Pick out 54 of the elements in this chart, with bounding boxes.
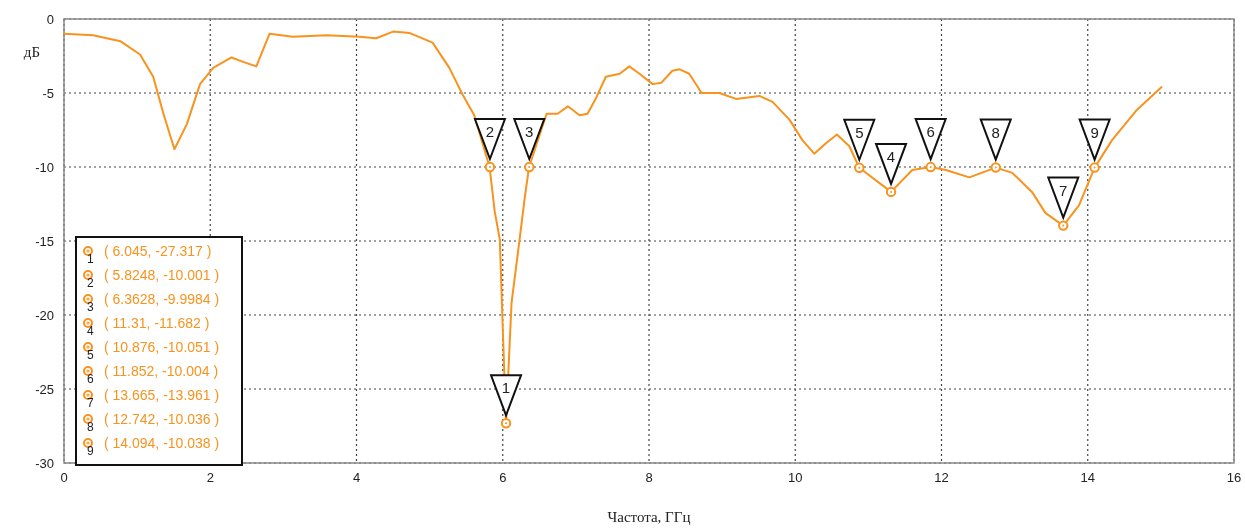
x-tick-label: 2: [206, 470, 214, 485]
x-tick-label: 4: [352, 470, 361, 485]
x-tick-label: 0: [60, 470, 68, 485]
annotation: 1: [501, 379, 511, 397]
annotation: 2: [485, 123, 495, 141]
point: [500, 418, 512, 429]
point: [1089, 162, 1100, 173]
text: 2: [87, 276, 94, 290]
point: [484, 161, 496, 173]
point: [885, 186, 897, 198]
text: 3: [87, 300, 94, 314]
text: 4: [87, 324, 94, 338]
x-tick-label: 8: [645, 470, 653, 485]
annotation: ( 5.8248, -10.001 ): [104, 267, 220, 283]
annotation: ( 11.852, -10.004 ): [104, 363, 219, 379]
annotation: ( 6.3628, -9.9984 ): [104, 291, 220, 307]
x-tick-label: 12: [934, 470, 949, 485]
text: 6: [87, 372, 94, 386]
x-tick-label: 10: [788, 470, 803, 485]
y-tick-label: -10: [35, 160, 54, 175]
annotation: ( 14.094, -10.038 ): [104, 435, 220, 451]
annotation: 3: [525, 122, 534, 140]
annotation: 4: [886, 147, 896, 165]
x-tick-label: 14: [1080, 470, 1095, 485]
y-tick-label: -15: [35, 234, 54, 249]
text: 9: [87, 444, 94, 458]
annotation: 9: [1090, 123, 1099, 141]
text: 7: [87, 396, 94, 410]
annotation: ( 12.742, -10.036 ): [104, 411, 220, 427]
point: [854, 162, 865, 173]
annotation: ( 10.876, -10.051 ): [104, 339, 220, 355]
text: 5: [87, 348, 94, 362]
point: [1058, 220, 1069, 231]
text: 8: [87, 420, 94, 434]
x-axis-title: Частота, ГГц: [607, 509, 691, 525]
y-tick-label: 0: [46, 12, 54, 27]
point: [925, 161, 936, 173]
annotation: ( 11.31, -11.682 ): [104, 315, 210, 331]
point: [990, 162, 1001, 173]
annotation: ( 13.665, -13.961 ): [104, 387, 220, 403]
annotation: 5: [855, 123, 864, 141]
y-tick-label: -25: [35, 382, 54, 397]
point: [524, 161, 535, 173]
text: 1: [87, 252, 94, 266]
annotation: ( 6.045, -27.317 ): [104, 243, 212, 259]
x-tick-label: 16: [1226, 470, 1242, 485]
annotation: 6: [926, 123, 935, 141]
y-tick-label: -20: [35, 308, 54, 323]
annotation: 8: [991, 123, 1000, 141]
y-tick-label: -5: [42, 86, 54, 101]
y-axis-title: дБ: [23, 44, 40, 60]
y-tick-label: -30: [35, 456, 54, 471]
x-tick-label: 6: [499, 470, 507, 485]
annotation: 7: [1059, 181, 1068, 199]
